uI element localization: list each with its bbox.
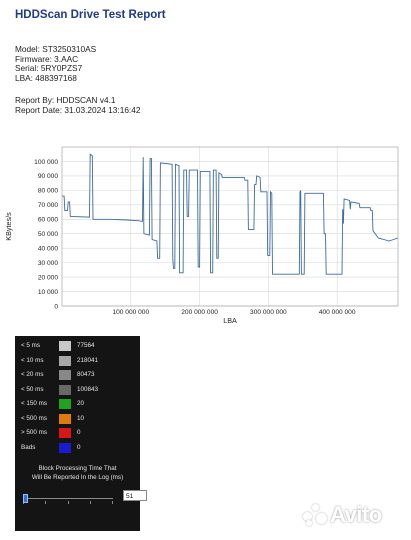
- legend-row: < 50 ms 100843: [15, 384, 140, 396]
- y-axis-ticks: 0 10 000 20 000 30 000 40 000 50 000 60 000 70 …: [34, 159, 58, 311]
- drive-firmware: Firmware: 3.AAC: [15, 53, 79, 64]
- avito-logo-icon: [303, 504, 327, 526]
- report-meta: Report By: HDDSCAN v4.1 Report Date: 31.…: [15, 95, 141, 115]
- legend-color-swatch: [59, 355, 71, 366]
- legend-row-label: < 20 ms: [21, 371, 44, 378]
- legend-row-label: < 150 ms: [21, 400, 48, 407]
- x-tick-label: 400 000 000: [319, 309, 356, 316]
- legend-row-label: < 500 ms: [21, 414, 48, 422]
- legend-color-swatch: [59, 399, 71, 409]
- legend-row-label: Bads: [21, 443, 36, 451]
- legend-color-swatch: [59, 384, 71, 395]
- report-by: Report By: HDDSCAN v4.1: [15, 95, 116, 105]
- y-tick-label: 40 000: [38, 245, 59, 252]
- legend-color-swatch: [59, 413, 71, 424]
- legend-row-label: < 5 ms: [21, 342, 41, 349]
- legend-row: < 500 ms 10: [15, 413, 140, 425]
- legend-color-swatch: [59, 442, 71, 453]
- report-date: Report Date: 31.03.2024 13:16:42: [15, 104, 141, 115]
- latency-legend-panel: < 5 ms 77564 < 10 ms 218041 < 20 ms 80473 < 50…: [15, 336, 147, 531]
- y-tick-label: 10 000: [38, 289, 59, 296]
- legend-row-label: < 50 ms: [21, 385, 44, 393]
- chart-grid: [62, 147, 398, 307]
- y-tick-label: 60 000: [38, 217, 59, 224]
- legend-row: < 150 ms 20: [15, 398, 140, 410]
- x-tick-label: 200 000 000: [181, 309, 218, 316]
- slider-tick: [90, 501, 91, 504]
- legend-row: < 10 ms 218041: [15, 355, 140, 367]
- block-time-value-input[interactable]: 51: [123, 490, 147, 501]
- drive-serial: Serial: 5RY0PZS7: [15, 63, 83, 74]
- slider-track: [23, 498, 113, 499]
- legend-row-count: 77564: [77, 342, 95, 349]
- legend-row: Bads 0: [15, 442, 140, 454]
- plot-frame: [61, 146, 399, 307]
- legend-color-swatch: [59, 341, 71, 351]
- legend-row-count: 100843: [77, 385, 99, 393]
- slider-tick: [45, 501, 46, 504]
- y-tick-label: 0: [54, 303, 58, 310]
- legend-row-count: 80473: [77, 371, 95, 378]
- legend-row-count: 10: [77, 414, 85, 422]
- y-tick-label: 100 000: [34, 159, 58, 166]
- block-time-caption: Block Processing Time That Will Be Repor…: [15, 464, 140, 482]
- x-axis-label: LBA: [223, 316, 237, 325]
- y-tick-label: 50 000: [38, 231, 59, 238]
- legend-row-label: > 500 ms: [21, 429, 48, 436]
- slider-tick: [112, 501, 113, 504]
- legend-row-count: 20: [77, 400, 85, 407]
- block-time-slider[interactable]: [23, 494, 113, 504]
- avito-wordmark: Avito: [330, 502, 382, 527]
- y-axis-label: KBytes/s: [4, 212, 13, 241]
- y-tick-label: 20 000: [38, 274, 59, 281]
- block-time-caption-line2: Will Be Reported In the Log (ms): [31, 474, 124, 481]
- speed-chart: 0 10 000 20 000 30 000 40 000 50 000 60 000 70 …: [4, 146, 399, 325]
- legend-row-count: 0: [77, 429, 81, 436]
- legend-color-swatch: [59, 370, 71, 380]
- report-title: HDDScan Drive Test Report: [15, 9, 166, 21]
- y-tick-label: 70 000: [38, 202, 59, 209]
- avito-watermark: Avito: [303, 500, 403, 530]
- x-axis-ticks: 100 000 000 200 000 000 300 000 000 400 000…: [112, 309, 355, 316]
- legend-row-label: < 10 ms: [21, 356, 44, 364]
- x-tick-label: 300 000 000: [250, 309, 287, 316]
- drive-model: Model: ST3250310AS: [15, 44, 97, 54]
- legend-row: > 500 ms 0: [15, 427, 140, 439]
- x-tick-label: 100 000 000: [112, 309, 149, 316]
- speed-series-line: [62, 153, 398, 275]
- y-tick-label: 90 000: [38, 173, 59, 180]
- legend-row-count: 0: [77, 443, 81, 451]
- y-tick-label: 80 000: [38, 188, 59, 195]
- legend-row-count: 218041: [77, 356, 99, 364]
- legend-color-swatch: [59, 428, 71, 438]
- slider-handle[interactable]: [23, 494, 28, 503]
- drive-info: Model: ST3250310AS Firmware: 3.AAC Seria…: [15, 44, 97, 83]
- y-tick-label: 30 000: [38, 260, 59, 267]
- legend-row: < 5 ms 77564: [15, 340, 140, 352]
- block-time-caption-line1: Block Processing Time That: [38, 465, 117, 472]
- drive-lba: LBA: 488397168: [15, 72, 77, 83]
- slider-tick: [68, 501, 69, 504]
- legend-row: < 20 ms 80473: [15, 369, 140, 381]
